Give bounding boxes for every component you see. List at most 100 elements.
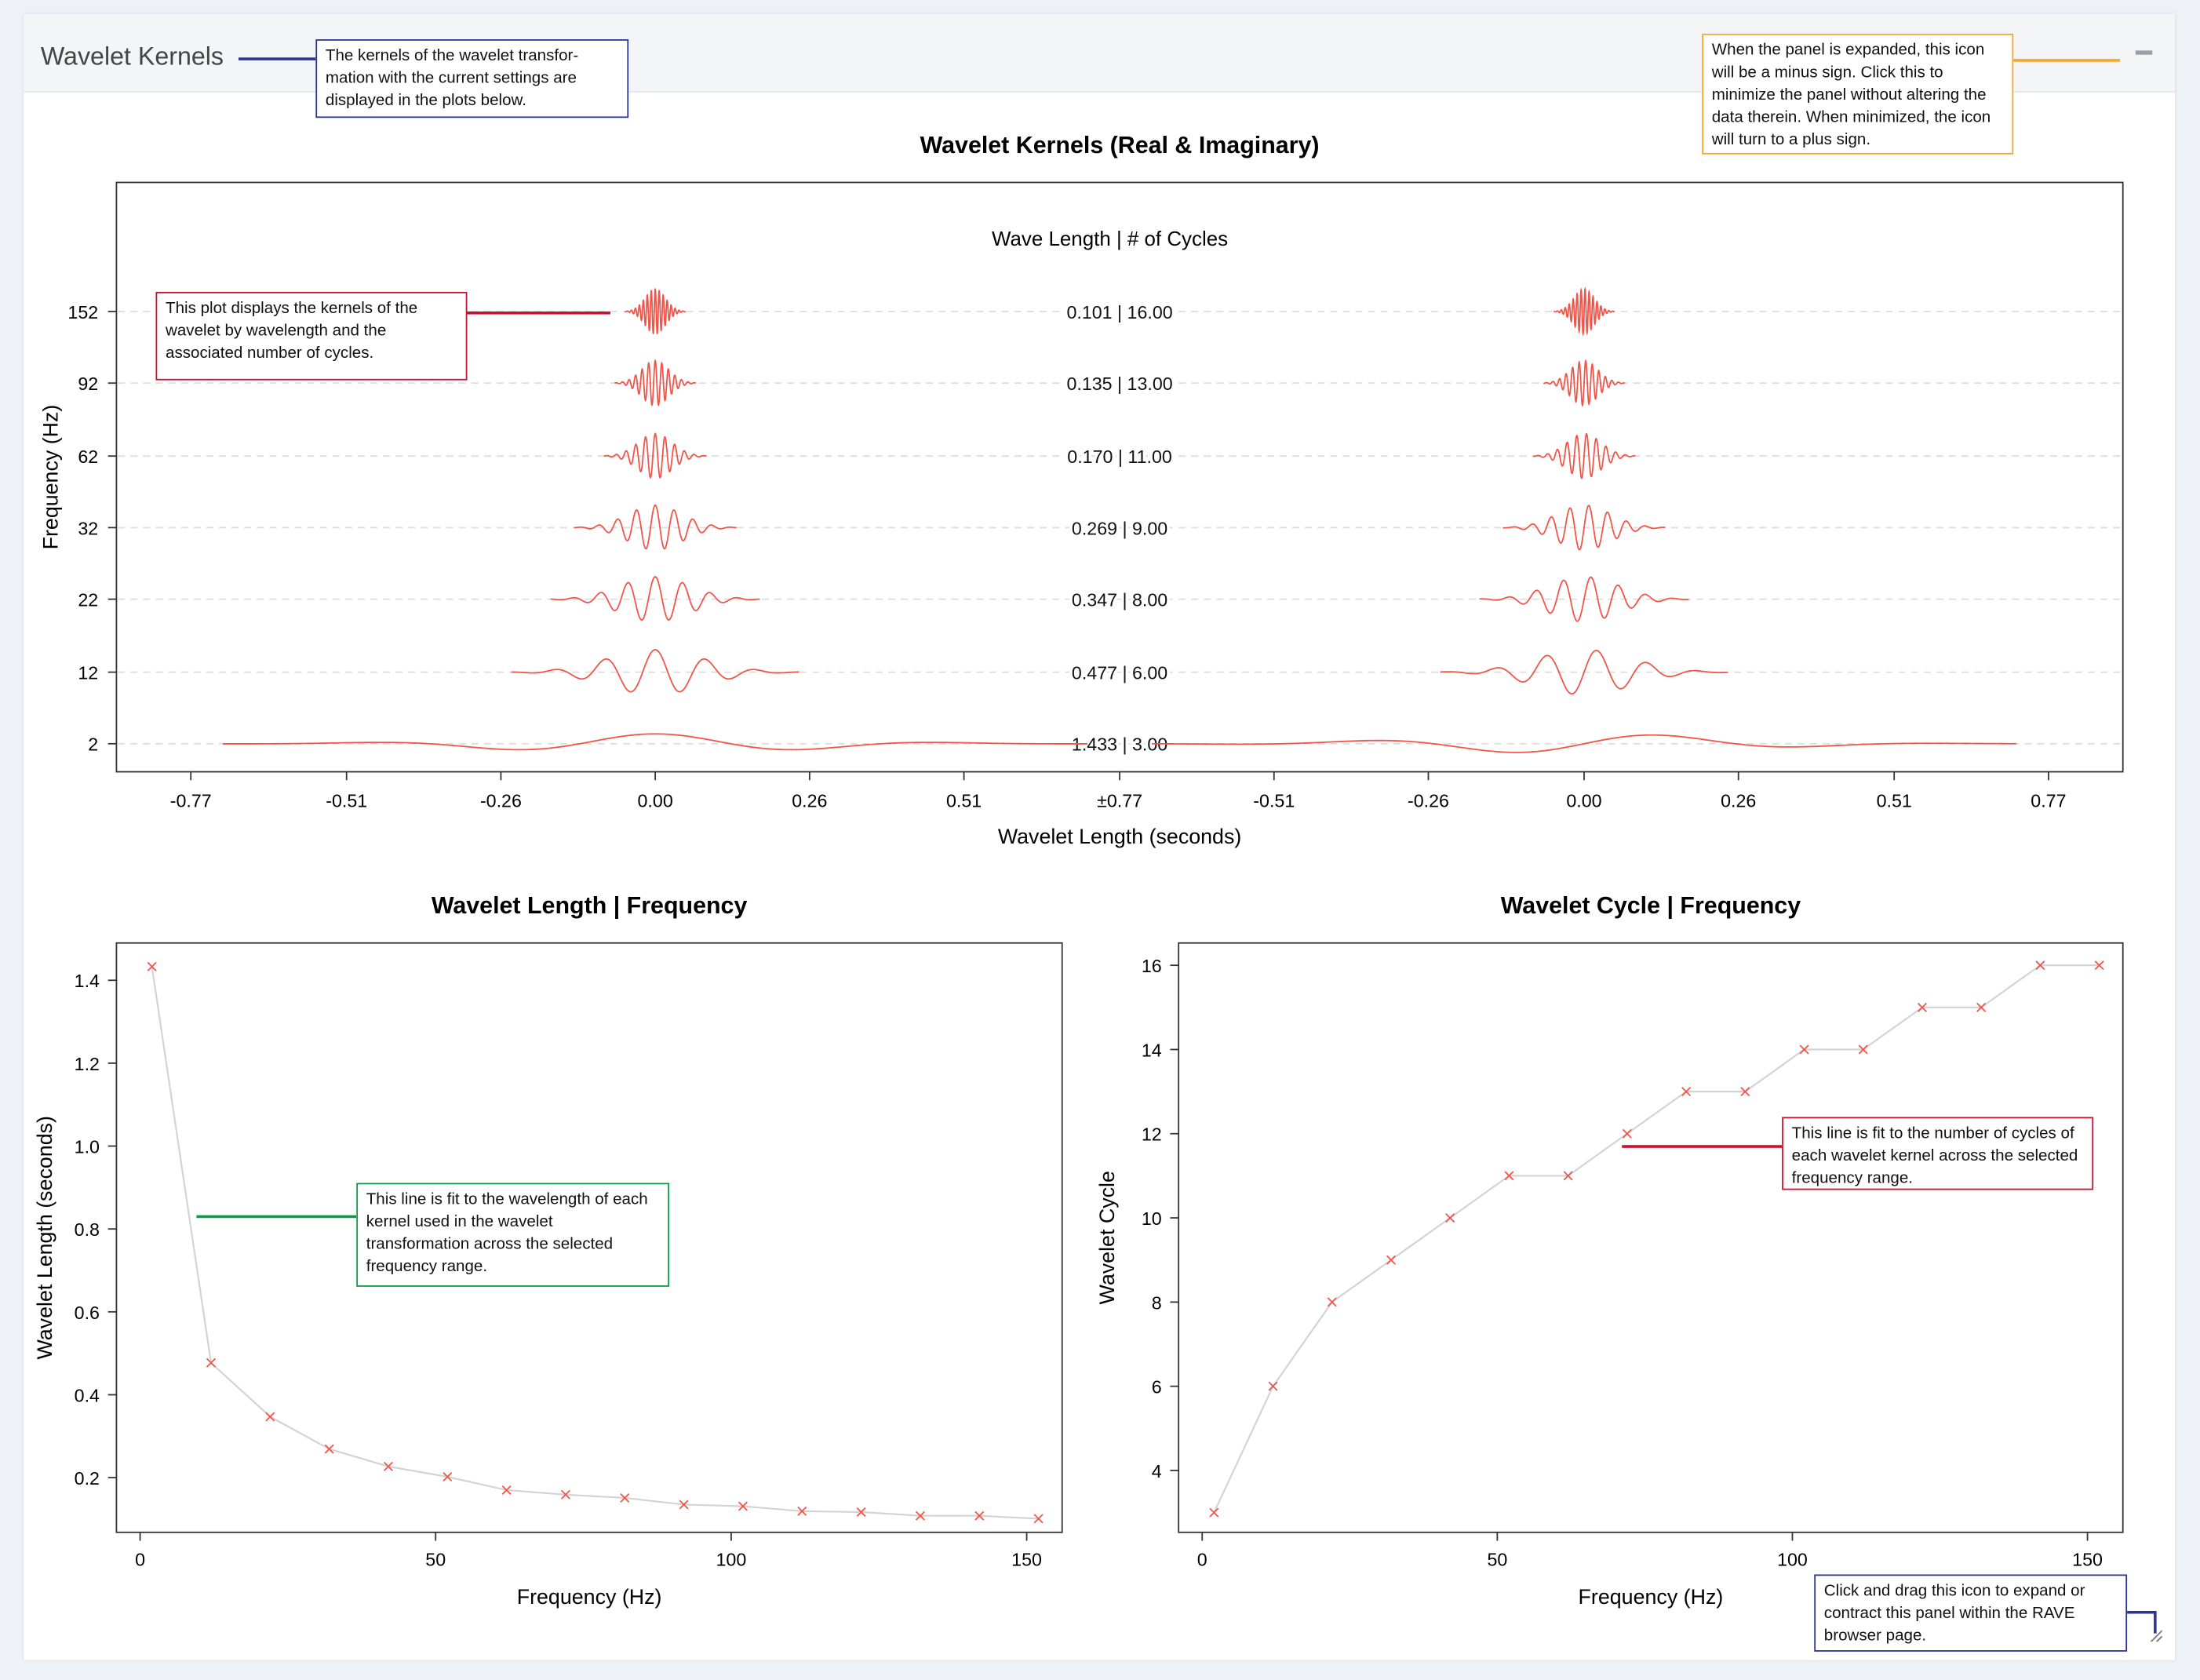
y-tick-label: 10 xyxy=(1142,1208,1162,1229)
chart-title: Wavelet Kernels (Real & Imaginary) xyxy=(920,132,1320,159)
annotation-connector xyxy=(239,57,316,60)
data-point-marker xyxy=(797,1506,807,1516)
data-point-marker xyxy=(1033,1514,1044,1524)
kernel-imaginary-62hz xyxy=(1532,432,1636,479)
annotation-header: The kernels of the wavelet transfor-mati… xyxy=(315,39,629,118)
kernel-imaginary-32hz xyxy=(1502,505,1666,551)
y-tick-label: 62 xyxy=(78,446,98,467)
x-tick-label: 0 xyxy=(1197,1550,1207,1570)
data-point-marker xyxy=(324,1444,334,1454)
y-tick-label: 0.6 xyxy=(75,1303,100,1323)
data-point-marker xyxy=(1209,1507,1219,1518)
x-tick-label: -0.26 xyxy=(480,790,522,811)
y-tick-label: 4 xyxy=(1152,1461,1162,1481)
y-tick-label: 12 xyxy=(78,663,98,683)
x-tick-label: ±0.77 xyxy=(1097,790,1142,811)
kernel-real-92hz xyxy=(614,359,697,407)
y-axis-label: Wavelet Length (seconds) xyxy=(33,1116,56,1360)
row-label: 0.269 | 9.00 xyxy=(1072,518,1167,538)
x-tick-label: 0.51 xyxy=(1877,790,1912,811)
data-point-marker xyxy=(620,1492,630,1503)
data-point-marker xyxy=(1327,1297,1337,1307)
resize-handle-icon[interactable] xyxy=(2148,1627,2162,1642)
data-point-marker xyxy=(856,1507,866,1517)
data-point-marker xyxy=(1622,1128,1632,1139)
row-label: 0.135 | 13.00 xyxy=(1066,374,1172,394)
y-tick-label: 6 xyxy=(1152,1377,1162,1398)
y-tick-label: 152 xyxy=(67,302,98,323)
data-point-marker xyxy=(2035,960,2045,971)
row-label: 1.433 | 3.00 xyxy=(1072,734,1167,755)
kernel-imaginary-92hz xyxy=(1543,359,1625,407)
data-point-marker xyxy=(915,1511,925,1521)
y-tick-label: 92 xyxy=(78,374,98,394)
y-tick-label: 0.8 xyxy=(75,1219,100,1240)
row-label: 0.477 | 6.00 xyxy=(1072,663,1167,683)
data-point-marker xyxy=(1681,1087,1692,1097)
x-tick-label: 0.26 xyxy=(792,790,827,811)
kernel-real-32hz xyxy=(574,504,737,550)
x-tick-label: 0.51 xyxy=(946,790,982,811)
data-point-marker xyxy=(1799,1044,1809,1055)
y-tick-label: 2 xyxy=(88,734,98,755)
row-label: 0.170 | 11.00 xyxy=(1067,446,1172,467)
chart-title: Wavelet Cycle | Frequency xyxy=(1501,892,1801,919)
kernel-imaginary-12hz xyxy=(1440,650,1728,695)
x-tick-label: 100 xyxy=(716,1550,747,1570)
y-tick-label: 12 xyxy=(1142,1124,1162,1145)
x-tick-label: 150 xyxy=(1011,1550,1042,1570)
row-label: 0.347 | 8.00 xyxy=(1072,590,1167,610)
annotation-connector xyxy=(2127,1610,2155,1613)
x-tick-label: -0.51 xyxy=(326,790,367,811)
data-point-marker xyxy=(443,1472,453,1482)
data-point-marker xyxy=(1445,1213,1455,1223)
x-tick-label: 0 xyxy=(135,1550,145,1570)
data-point-marker xyxy=(1917,1002,1927,1012)
data-point-marker xyxy=(560,1489,570,1500)
chart-subtitle: Wave Length | # of Cycles xyxy=(992,228,1228,250)
annotation-connector xyxy=(196,1215,357,1218)
data-point-marker xyxy=(1268,1381,1278,1391)
annotation-connector xyxy=(1622,1145,1783,1147)
annotation-connector xyxy=(2154,1610,2156,1634)
kernel-imaginary-152hz xyxy=(1553,286,1615,337)
data-point-marker xyxy=(265,1412,275,1422)
data-point-marker xyxy=(1504,1171,1514,1181)
data-point-marker xyxy=(383,1461,393,1471)
kernel-real-12hz xyxy=(511,649,800,693)
x-tick-label: 150 xyxy=(2072,1550,2103,1570)
kernel-real-2hz xyxy=(223,733,1088,751)
y-tick-label: 1.0 xyxy=(75,1136,100,1157)
x-tick-label: 100 xyxy=(1777,1550,1808,1570)
x-axis-label: Frequency (Hz) xyxy=(1579,1585,1724,1609)
kernel-imaginary-2hz xyxy=(1152,734,2016,753)
x-tick-label: -0.77 xyxy=(170,790,212,811)
y-tick-label: 8 xyxy=(1152,1292,1162,1313)
data-point-marker xyxy=(1740,1087,1750,1097)
plot-frame xyxy=(115,181,2124,773)
data-point-marker xyxy=(2094,960,2104,971)
chart-title: Wavelet Length | Frequency xyxy=(432,892,748,919)
annotation-collapse: When the panel is expanded, this icon wi… xyxy=(1702,33,2014,155)
annotation-connector xyxy=(467,312,610,314)
data-point-marker xyxy=(738,1501,748,1511)
x-axis-label: Frequency (Hz) xyxy=(517,1585,662,1609)
data-point-marker xyxy=(974,1511,985,1521)
annotation-kernels: This plot displays the kernels of the wa… xyxy=(155,291,468,381)
plot-frame xyxy=(1178,942,2124,1533)
annotation-resize: Click and drag this icon to expand or co… xyxy=(1814,1574,2128,1652)
data-point-marker xyxy=(679,1500,689,1510)
y-tick-label: 22 xyxy=(78,590,98,610)
x-tick-label: 50 xyxy=(1487,1550,1507,1570)
y-axis-label: Frequency (Hz) xyxy=(38,405,62,550)
y-axis-label: Wavelet Cycle xyxy=(1095,1171,1119,1304)
x-tick-label: 0.00 xyxy=(1566,790,1601,811)
row-label: 0.101 | 16.00 xyxy=(1066,302,1172,323)
data-point-marker xyxy=(1976,1002,1987,1012)
panel-title: Wavelet Kernels xyxy=(40,42,224,71)
data-point-marker xyxy=(1386,1255,1396,1265)
x-axis-label: Wavelet Length (seconds) xyxy=(998,825,1242,848)
data-point-marker xyxy=(1858,1044,1868,1055)
minus-icon[interactable] xyxy=(2135,50,2153,55)
